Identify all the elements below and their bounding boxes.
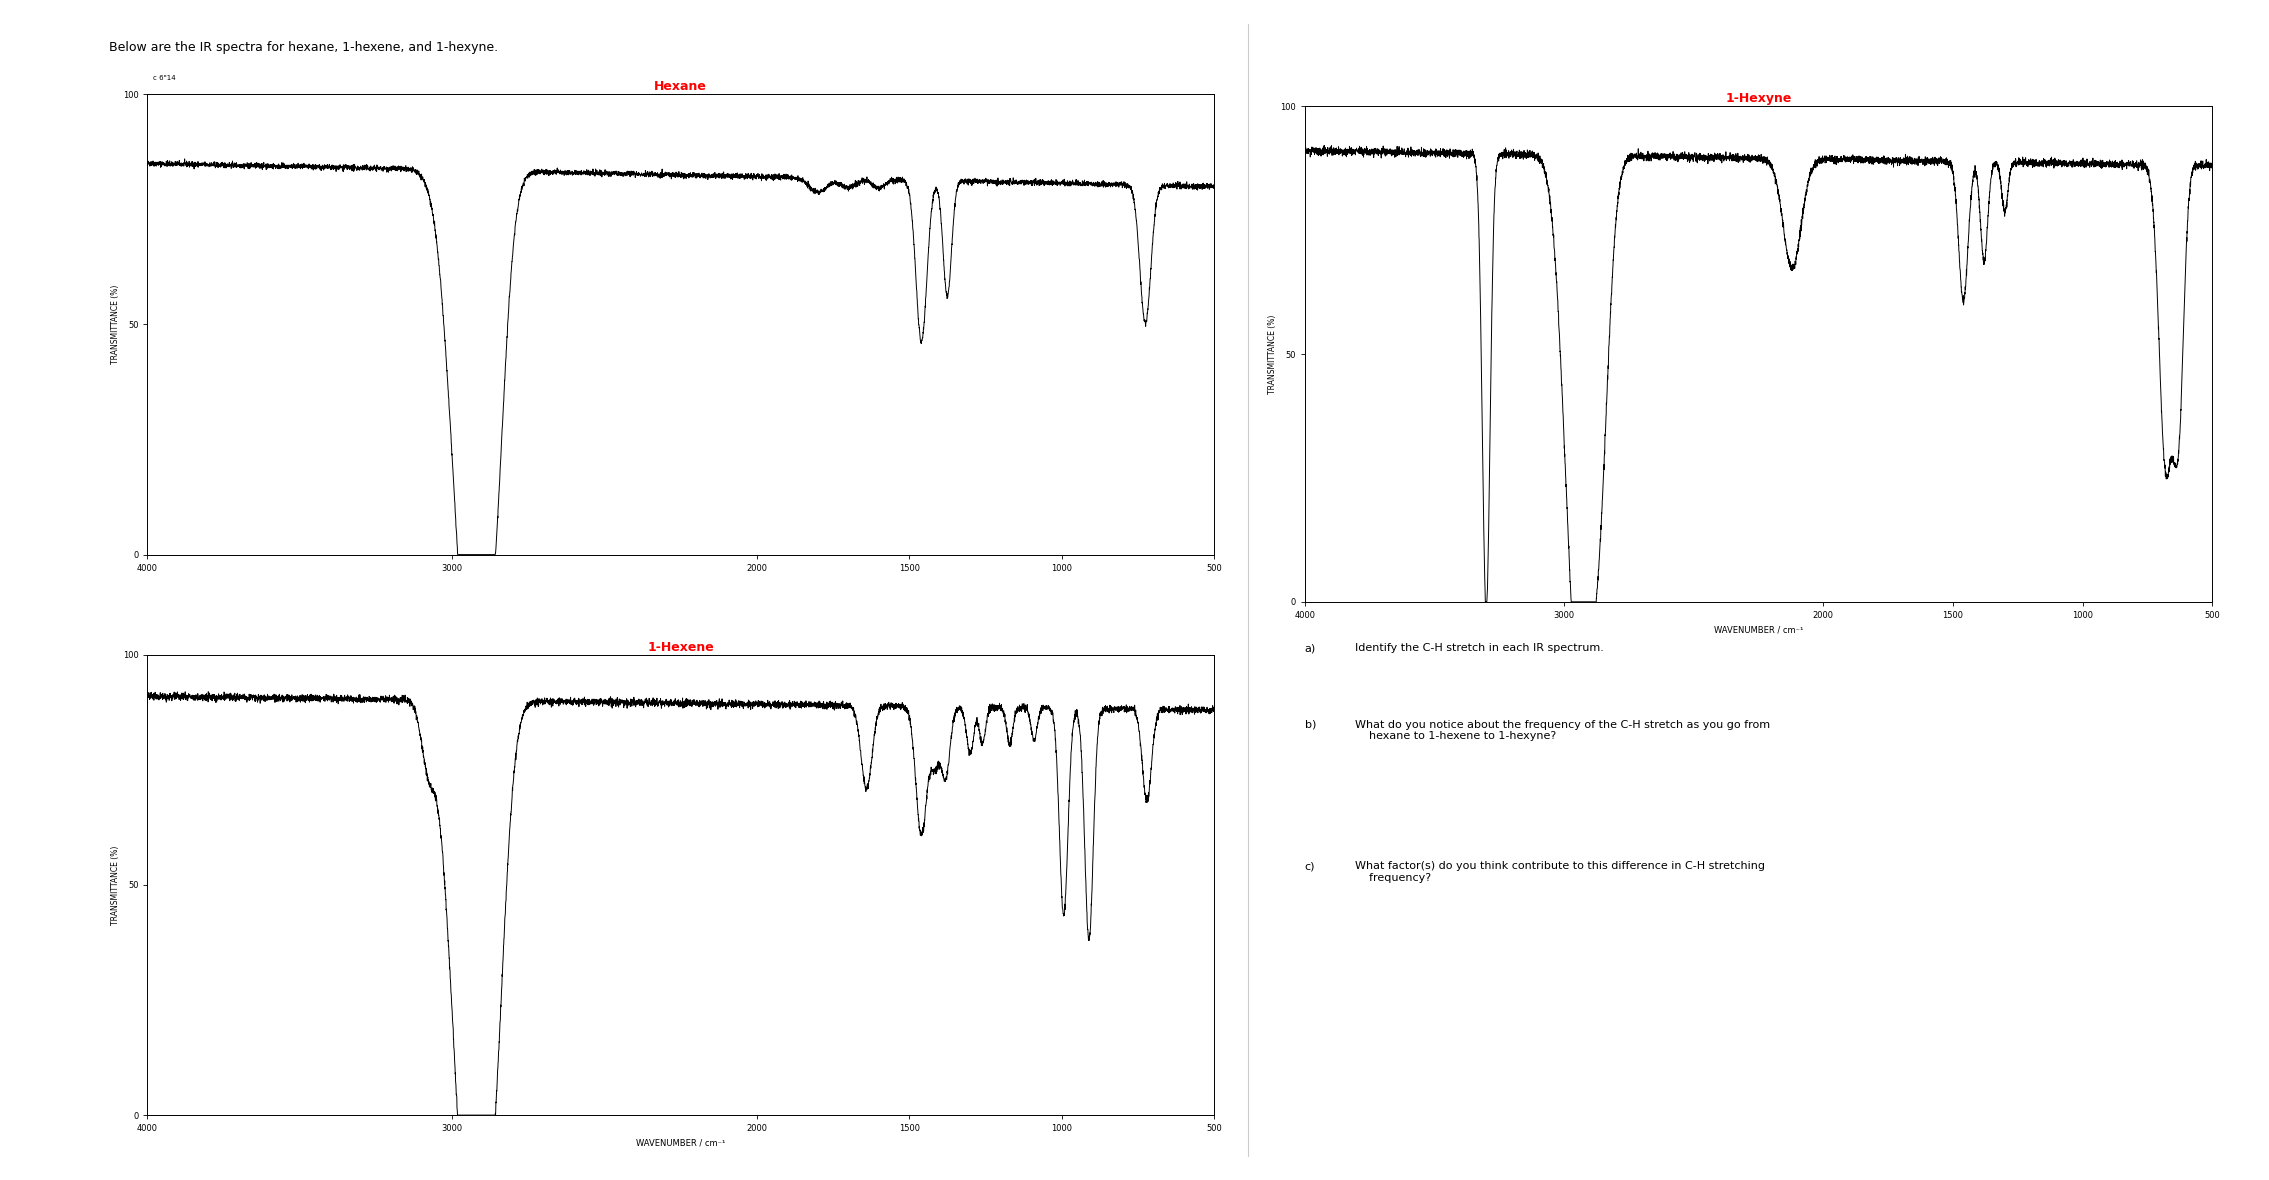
Text: c 6"14: c 6"14 — [152, 74, 175, 80]
Title: 1-Hexyne: 1-Hexyne — [1724, 92, 1793, 105]
Title: Hexane: Hexane — [653, 80, 708, 93]
Title: 1-Hexene: 1-Hexene — [647, 641, 715, 654]
Text: c): c) — [1305, 861, 1316, 871]
Text: Below are the IR spectra for hexane, 1-hexene, and 1-hexyne.: Below are the IR spectra for hexane, 1-h… — [109, 41, 497, 54]
Y-axis label: TRANSMITTANCE (%): TRANSMITTANCE (%) — [111, 845, 120, 925]
Y-axis label: TRANSMITTANCE (%): TRANSMITTANCE (%) — [1268, 314, 1277, 394]
Text: What factor(s) do you think contribute to this difference in C-H stretching
    : What factor(s) do you think contribute t… — [1355, 861, 1765, 883]
X-axis label: WAVENUMBER / cm⁻¹: WAVENUMBER / cm⁻¹ — [635, 1139, 726, 1148]
Text: Identify the C-H stretch in each IR spectrum.: Identify the C-H stretch in each IR spec… — [1355, 643, 1604, 653]
Text: What do you notice about the frequency of the C-H stretch as you go from
    hex: What do you notice about the frequency o… — [1355, 720, 1770, 741]
Text: b): b) — [1305, 720, 1316, 729]
Text: a): a) — [1305, 643, 1316, 653]
Y-axis label: TRANSMITTANCE (%): TRANSMITTANCE (%) — [111, 284, 120, 365]
X-axis label: WAVENUMBER / cm⁻¹: WAVENUMBER / cm⁻¹ — [1713, 625, 1804, 635]
